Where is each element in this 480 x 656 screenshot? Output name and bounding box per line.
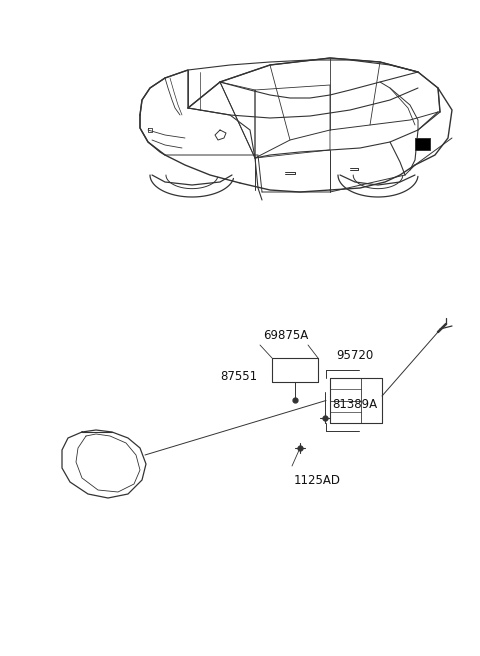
Text: 81389A: 81389A — [332, 398, 377, 411]
Text: 69875A: 69875A — [263, 329, 308, 342]
Text: 1125AD: 1125AD — [294, 474, 341, 487]
Text: 87551: 87551 — [220, 369, 257, 382]
Bar — [415, 138, 430, 150]
Text: 95720: 95720 — [336, 349, 373, 362]
